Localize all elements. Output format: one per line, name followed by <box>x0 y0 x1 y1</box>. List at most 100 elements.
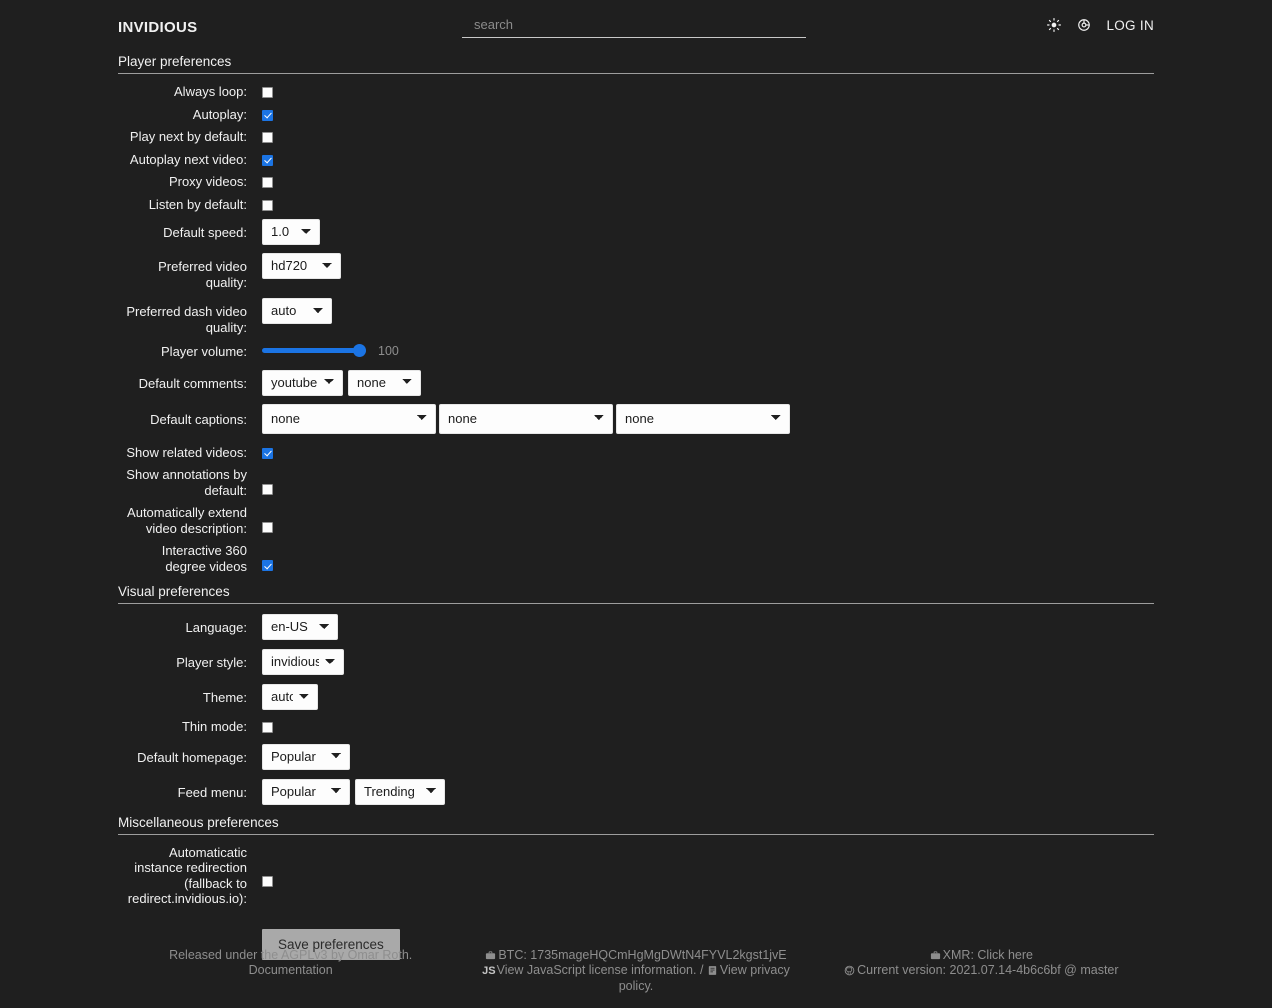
row-default-speed: Default speed: 1.0 <box>118 219 1154 245</box>
label-always-loop: Always loop: <box>174 84 247 99</box>
label-thin-mode: Thin mode: <box>181 719 247 734</box>
row-always-loop: Always loop: <box>118 84 1154 100</box>
section-divider-misc <box>118 833 1154 835</box>
checkbox-auto-extend-description[interactable] <box>262 522 273 533</box>
preferences-form: Player preferences Always loop: Autoplay… <box>0 54 1272 960</box>
select-default-captions-3[interactable]: none <box>616 403 790 434</box>
footer-xmr-link[interactable]: XMR: Click here <box>942 948 1033 962</box>
search-container <box>462 14 806 38</box>
checkbox-thin-mode[interactable] <box>262 722 273 733</box>
footer-privacy-policy-link[interactable]: View privacy policy. <box>618 963 790 993</box>
select-default-captions-2[interactable]: none <box>439 403 613 434</box>
save-row: Save preferences <box>118 928 1154 960</box>
gear-icon[interactable] <box>1076 17 1092 33</box>
label-interactive-360: Interactive 360 degree videos <box>161 543 247 574</box>
label-default-captions: Default captions: <box>150 411 247 427</box>
select-language[interactable]: en-US <box>262 614 338 640</box>
sun-icon[interactable] <box>1046 17 1062 33</box>
checkbox-show-related-videos[interactable] <box>262 447 273 459</box>
footer-center: BTC: 1735mageHQCmHgMgDWtN4FYVL2kgst1jvE … <box>463 948 808 994</box>
search-input[interactable] <box>462 14 806 38</box>
row-autoplay: Autoplay: <box>118 107 1154 123</box>
footer-left: Released under the AGPLv3 by Omar Roth. … <box>118 948 463 994</box>
row-preferred-video-quality: Preferred video quality: hd720 <box>118 253 1154 290</box>
checkbox-auto-instance-redirect[interactable] <box>262 875 273 887</box>
slider-player-volume[interactable] <box>262 343 366 358</box>
row-auto-extend-description: Automatically extend video description: <box>118 505 1154 536</box>
select-preferred-dash-quality[interactable]: auto <box>262 298 332 324</box>
select-player-style[interactable]: invidious <box>262 649 344 675</box>
label-language: Language: <box>185 620 247 635</box>
select-preferred-video-quality[interactable]: hd720 <box>262 253 341 279</box>
briefcase-icon <box>930 950 941 961</box>
row-language: Language: en-US <box>118 614 1154 640</box>
select-default-homepage[interactable]: Popular <box>262 743 350 770</box>
footer-version-link[interactable]: Current version: 2021.07.14-4b6c6bf @ ma… <box>857 963 1119 977</box>
row-player-style: Player style: invidious <box>118 649 1154 675</box>
row-player-volume: Player volume: 100 <box>118 343 1154 360</box>
select-default-captions-1[interactable]: none <box>262 403 436 434</box>
github-icon <box>844 965 855 976</box>
brand-logo[interactable]: INVIDIOUS <box>118 19 198 36</box>
label-play-next-by-default: Play next by default: <box>129 129 247 144</box>
label-player-volume: Player volume: <box>161 344 247 359</box>
footer: Released under the AGPLv3 by Omar Roth. … <box>0 948 1272 994</box>
section-divider-visual <box>118 603 1154 604</box>
row-auto-instance-redirect: Automaticatic instance redirection (fall… <box>118 845 1154 907</box>
checkbox-always-loop[interactable] <box>262 87 273 98</box>
footer-js-license-link[interactable]: View JavaScript license information. <box>496 963 697 977</box>
row-preferred-dash-quality: Preferred dash video quality: auto <box>118 298 1154 335</box>
row-show-related-videos: Show related videos: <box>118 445 1154 461</box>
label-show-related-videos: Show related videos: <box>126 444 247 460</box>
row-play-next-by-default: Play next by default: <box>118 129 1154 145</box>
document-icon <box>707 965 718 976</box>
section-title-visual: Visual preferences <box>118 584 230 599</box>
select-default-comments-secondary[interactable]: none <box>348 369 421 396</box>
select-feed-menu-primary[interactable]: Popular <box>262 778 350 805</box>
row-interactive-360: Interactive 360 degree videos <box>118 543 1154 574</box>
row-feed-menu: Feed menu: Popular Trending <box>118 778 1154 805</box>
login-link[interactable]: LOG IN <box>1106 17 1154 33</box>
section-title-player: Player preferences <box>118 54 232 69</box>
label-auto-extend-description: Automatically extend video description: <box>127 505 247 536</box>
checkbox-play-next-by-default[interactable] <box>262 132 273 143</box>
label-proxy-videos: Proxy videos: <box>168 174 247 189</box>
checkbox-interactive-360[interactable] <box>262 560 273 571</box>
value-player-volume: 100 <box>378 343 399 358</box>
footer-right: XMR: Click here Current version: 2021.07… <box>809 948 1154 994</box>
checkbox-listen-by-default[interactable] <box>262 199 273 211</box>
checkbox-autoplay-next-video[interactable] <box>262 154 273 166</box>
select-theme[interactable]: auto <box>262 684 318 710</box>
label-feed-menu: Feed menu: <box>177 784 247 800</box>
row-autoplay-next-video: Autoplay next video: <box>118 152 1154 168</box>
checkbox-autoplay[interactable] <box>262 109 273 121</box>
navbar: INVIDIOUS LOG I <box>0 0 1272 54</box>
section-divider-player <box>118 73 1154 74</box>
label-theme: Theme: <box>202 690 247 705</box>
label-default-homepage: Default homepage: <box>137 749 247 765</box>
label-default-comments: Default comments: <box>138 375 247 391</box>
js-badge-icon: JS <box>482 965 496 977</box>
label-autoplay: Autoplay: <box>192 106 247 122</box>
save-preferences-button[interactable]: Save preferences <box>262 928 400 960</box>
checkbox-proxy-videos[interactable] <box>262 177 273 188</box>
row-default-homepage: Default homepage: Popular <box>118 743 1154 770</box>
select-feed-menu-secondary[interactable]: Trending <box>355 778 445 805</box>
label-show-annotations: Show annotations by default: <box>126 467 247 498</box>
footer-separator: / <box>699 963 704 977</box>
select-default-speed[interactable]: 1.0 <box>262 219 320 245</box>
footer-btc-link[interactable]: BTC: 1735mageHQCmHgMgDWtN4FYVL2kgst1jvE <box>498 948 787 962</box>
label-player-style: Player style: <box>176 655 247 670</box>
row-listen-by-default: Listen by default: <box>118 197 1154 213</box>
briefcase-icon <box>485 950 496 961</box>
section-title-misc: Miscellaneous preferences <box>118 814 279 830</box>
label-auto-instance-redirect: Automaticatic instance redirection (fall… <box>127 844 247 907</box>
row-thin-mode: Thin mode: <box>118 719 1154 735</box>
label-autoplay-next-video: Autoplay next video: <box>129 151 247 167</box>
navbar-actions: LOG IN <box>1046 14 1154 33</box>
select-default-comments-primary[interactable]: youtube <box>262 369 343 396</box>
checkbox-show-annotations[interactable] <box>262 484 273 495</box>
footer-license-text: Released under the AGPLv3 by Omar Roth. <box>169 948 413 962</box>
label-preferred-video-quality: Preferred video quality: <box>158 259 247 290</box>
footer-documentation-link[interactable]: Documentation <box>248 963 333 977</box>
